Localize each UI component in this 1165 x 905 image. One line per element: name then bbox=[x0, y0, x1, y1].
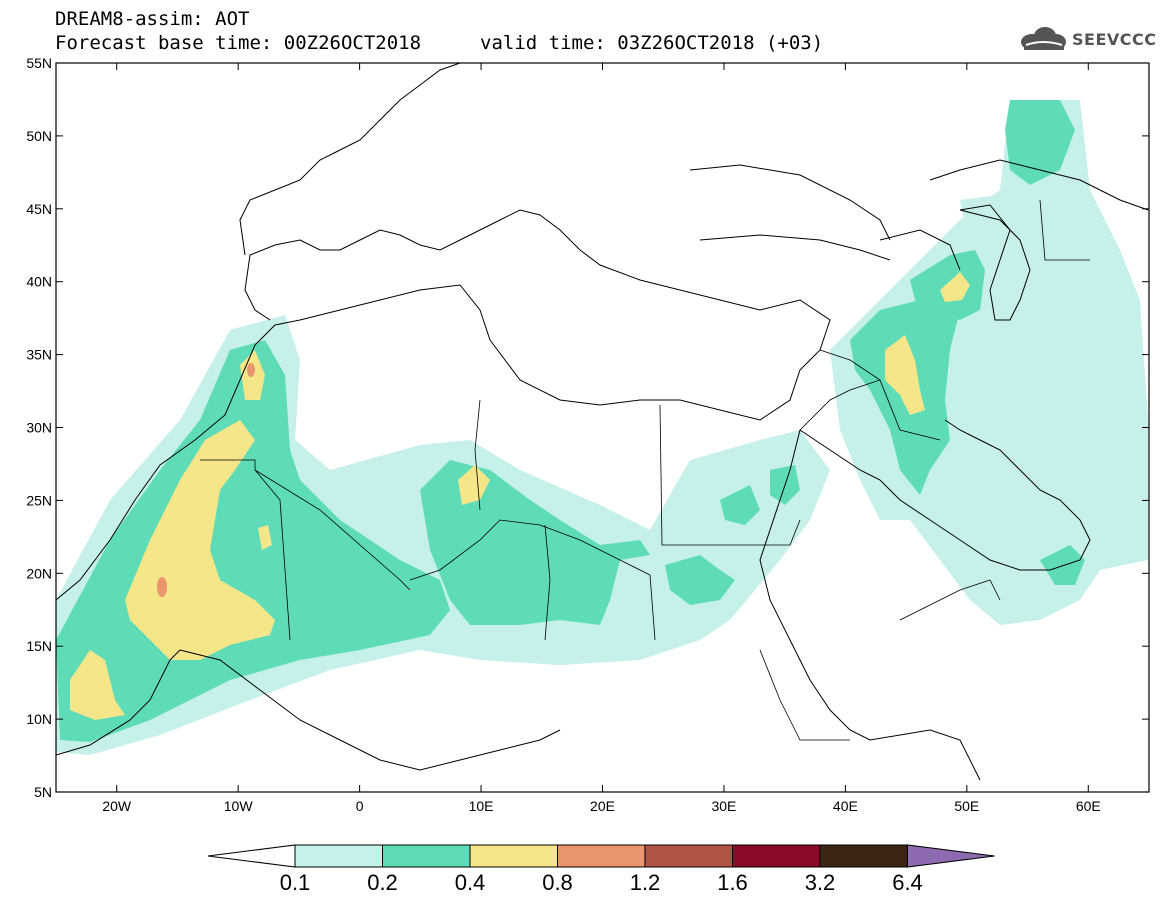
latitude-axis: 55N 50N 45N 40N 35N 30N 25N 20N 15N 10N 5N bbox=[26, 55, 1149, 800]
aot-field bbox=[56, 100, 1148, 755]
lat-label: 5N bbox=[34, 784, 52, 800]
colorbar-swatch bbox=[557, 844, 646, 868]
coastlines bbox=[56, 63, 1149, 781]
colorbar-swatch bbox=[382, 844, 471, 868]
lat-label: 20N bbox=[26, 565, 52, 581]
colorbar-label: 1.2 bbox=[630, 870, 661, 895]
lat-label: 25N bbox=[26, 492, 52, 508]
lon-label: 30E bbox=[711, 798, 736, 814]
aot-area-senegal bbox=[70, 650, 125, 720]
lon-label: 20E bbox=[590, 798, 615, 814]
colorbar: 0.1 0.2 0.4 0.8 1.2 1.6 3.2 6.4 bbox=[207, 844, 995, 895]
colorbar-label: 0.4 bbox=[455, 870, 486, 895]
country-borders bbox=[200, 199, 1090, 741]
aot-area-sudan bbox=[665, 555, 735, 605]
colorbar-swatch bbox=[469, 844, 558, 868]
colorbar-label: 3.2 bbox=[805, 870, 836, 895]
colorbar-label: 1.6 bbox=[717, 870, 748, 895]
lat-label: 45N bbox=[26, 201, 52, 217]
colorbar-arrow-low bbox=[207, 844, 296, 868]
lon-label: 50E bbox=[954, 798, 979, 814]
lon-label: 60E bbox=[1076, 798, 1101, 814]
aot-area-mauritania-spot bbox=[258, 525, 272, 550]
aot-area-egypt bbox=[720, 485, 760, 525]
aot-area-middle-east-light bbox=[830, 100, 1148, 625]
colorbar-swatch bbox=[732, 844, 821, 868]
lat-label: 40N bbox=[26, 274, 52, 290]
lon-label: 20W bbox=[102, 798, 132, 814]
forecast-base-time: Forecast base time: 00Z26OCT2018 bbox=[55, 32, 422, 54]
lon-label: 0 bbox=[356, 798, 364, 814]
cloud-logo-icon bbox=[1021, 27, 1066, 50]
aot-area-iraq-core bbox=[885, 335, 925, 415]
lat-label: 50N bbox=[26, 128, 52, 144]
colorbar-label: 6.4 bbox=[892, 870, 923, 895]
colorbar-label: 0.1 bbox=[280, 870, 311, 895]
colorbar-label: 0.8 bbox=[542, 870, 573, 895]
aot-area-libya bbox=[458, 465, 490, 505]
lat-label: 10N bbox=[26, 711, 52, 727]
aot-area-morocco-peak bbox=[247, 363, 255, 377]
lon-label: 10W bbox=[224, 798, 254, 814]
aot-area-oman bbox=[1040, 545, 1085, 585]
colorbar-swatch bbox=[294, 844, 383, 868]
seevccc-logo: SEEVCCC bbox=[1018, 24, 1157, 54]
valid-time: valid time: 03Z26OCT2018 (+03) bbox=[480, 32, 824, 54]
lat-label: 15N bbox=[26, 638, 52, 654]
colorbar-swatch bbox=[819, 844, 908, 868]
aot-area-libya-chad bbox=[420, 460, 650, 625]
longitude-axis: 20W 10W 0 10E 20E 30E 40E 50E 60E bbox=[102, 63, 1101, 814]
logo-text: SEEVCCC bbox=[1072, 29, 1157, 49]
aot-area-western-sahara bbox=[125, 420, 275, 660]
colorbar-label: 0.2 bbox=[367, 870, 398, 895]
lon-label: 10E bbox=[469, 798, 494, 814]
colorbar-swatch bbox=[644, 844, 733, 868]
map-title: DREAM8-assim: AOT bbox=[55, 8, 250, 30]
aot-area-azerbaijan bbox=[940, 272, 970, 302]
lat-label: 35N bbox=[26, 347, 52, 363]
lon-label: 40E bbox=[833, 798, 858, 814]
lat-label: 30N bbox=[26, 420, 52, 436]
aot-area-kazakhstan bbox=[1005, 100, 1075, 185]
aot-area-caspian-light bbox=[960, 195, 1040, 250]
lat-label: 55N bbox=[26, 55, 52, 71]
aot-area-mauritania-peak bbox=[157, 577, 167, 597]
colorbar-arrow-high bbox=[907, 844, 995, 868]
